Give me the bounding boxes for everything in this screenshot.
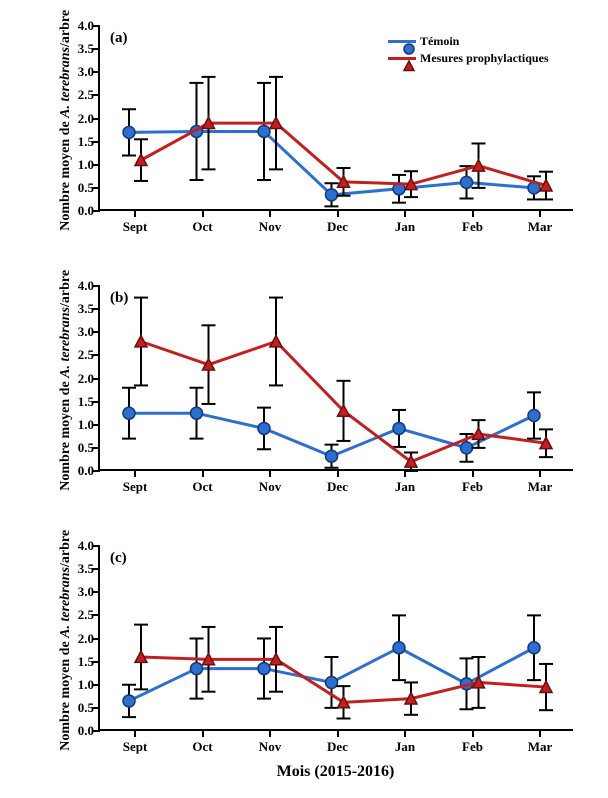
ytick-label: 2.0	[66, 371, 94, 387]
ytick-label: 1.0	[66, 417, 94, 433]
xtick-label: Nov	[259, 219, 281, 235]
ytick-label: 3.5	[66, 41, 94, 57]
ytick-label: 3.5	[66, 561, 94, 577]
plot-area: 0.00.51.01.52.02.53.03.54.0SeptOctNovDec…	[98, 286, 573, 471]
panel-label: (c)	[110, 550, 127, 567]
plot-area: 0.00.51.01.52.02.53.03.54.0SeptOctNovDec…	[98, 546, 573, 731]
ytick-label: 3.5	[66, 301, 94, 317]
ytick-label: 2.5	[66, 87, 94, 103]
xtick-label: Nov	[259, 739, 281, 755]
xtick-label: Feb	[462, 479, 483, 495]
x-axis-label: Mois (2015-2016)	[277, 763, 395, 781]
xtick-label: Dec	[327, 479, 348, 495]
legend-item-temoin: Témoin	[388, 34, 549, 49]
xtick-label: Oct	[192, 219, 212, 235]
xtick-label: Dec	[327, 739, 348, 755]
legend-label: Témoin	[420, 34, 459, 49]
panel-label: (a)	[110, 30, 128, 47]
legend: Témoin Mesures prophylactiques	[388, 34, 549, 68]
ytick-label: 1.0	[66, 157, 94, 173]
ytick-label: 2.5	[66, 607, 94, 623]
xtick-label: Jan	[395, 219, 415, 235]
xtick-label: Mar	[528, 219, 553, 235]
xtick-label: Sept	[123, 219, 148, 235]
ytick-label: 3.0	[66, 584, 94, 600]
ytick-label: 2.5	[66, 347, 94, 363]
xtick-label: Jan	[395, 739, 415, 755]
series-layer	[100, 286, 575, 471]
ytick-label: 2.0	[66, 631, 94, 647]
ytick-label: 0.0	[66, 463, 94, 479]
ytick-label: 0.0	[66, 723, 94, 739]
xtick-label: Feb	[462, 219, 483, 235]
xtick-label: Oct	[192, 739, 212, 755]
ytick-label: 4.0	[66, 538, 94, 554]
xtick-label: Jan	[395, 479, 415, 495]
ytick-label: 0.5	[66, 700, 94, 716]
xtick-label: Sept	[123, 739, 148, 755]
xtick-label: Sept	[123, 479, 148, 495]
xtick-label: Feb	[462, 739, 483, 755]
ytick-label: 1.5	[66, 654, 94, 670]
ytick-label: 0.0	[66, 203, 94, 219]
ytick-label: 1.5	[66, 134, 94, 150]
xtick-label: Dec	[327, 219, 348, 235]
panel-label: (b)	[110, 290, 128, 307]
legend-label: Mesures prophylactiques	[420, 51, 549, 66]
ytick-label: 0.5	[66, 440, 94, 456]
xtick-label: Mar	[528, 479, 553, 495]
ytick-label: 3.0	[66, 324, 94, 340]
ytick-label: 3.0	[66, 64, 94, 80]
xtick-label: Oct	[192, 479, 212, 495]
ytick-label: 0.5	[66, 180, 94, 196]
ytick-label: 1.0	[66, 677, 94, 693]
xtick-label: Mar	[528, 739, 553, 755]
ytick-label: 1.5	[66, 394, 94, 410]
series-layer	[100, 546, 575, 731]
xtick-label: Nov	[259, 479, 281, 495]
ytick-label: 4.0	[66, 18, 94, 34]
ytick-label: 2.0	[66, 111, 94, 127]
ytick-label: 4.0	[66, 278, 94, 294]
